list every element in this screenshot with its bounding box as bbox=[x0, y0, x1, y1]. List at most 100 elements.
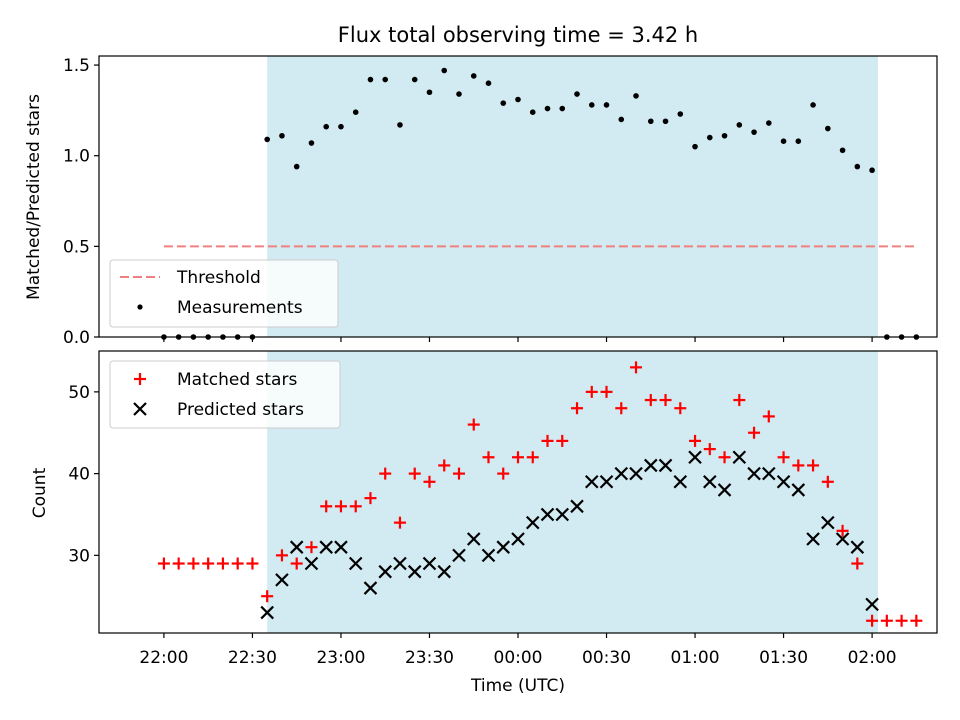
measurement-point bbox=[633, 93, 639, 99]
bottom-y-ticks: 30 40 50 bbox=[68, 383, 99, 566]
measurement-point bbox=[736, 122, 743, 128]
top-y-tick-label: 1.5 bbox=[63, 56, 90, 76]
x-tick-label: 01:00 bbox=[671, 648, 720, 668]
bottom-observing-window bbox=[267, 351, 878, 633]
predicted-star-point bbox=[525, 515, 540, 530]
predicted-star-point bbox=[466, 532, 481, 546]
legend-threshold-label: Threshold bbox=[176, 268, 261, 288]
matched-star-point bbox=[630, 361, 643, 374]
predicted-star-point bbox=[511, 532, 525, 546]
matched-star-point bbox=[497, 467, 510, 480]
measurement-point bbox=[677, 111, 684, 117]
measurement-point bbox=[559, 105, 566, 112]
matched-star-point bbox=[187, 557, 200, 570]
matched-star-point bbox=[615, 402, 628, 415]
top-y-ticks: 0.0 0.5 1.0 1.5 bbox=[63, 56, 99, 348]
matched-star-point bbox=[866, 614, 879, 627]
predicted-star-point bbox=[791, 483, 806, 497]
matched-star-point bbox=[836, 524, 849, 537]
top-panel: 0.0 0.5 1.0 1.5 Matched/Predicted stars Thr… bbox=[24, 55, 938, 348]
top-legend-box bbox=[109, 259, 339, 328]
measurement-point bbox=[780, 138, 787, 145]
matched-star-point bbox=[290, 557, 303, 570]
measurement-point bbox=[352, 109, 359, 115]
measurement-point bbox=[603, 102, 610, 108]
measurement-point bbox=[338, 123, 344, 130]
predicted-star-point bbox=[806, 532, 820, 546]
measurement-point bbox=[382, 76, 389, 83]
predicted-star-point bbox=[717, 483, 732, 497]
measurement-point bbox=[574, 91, 580, 97]
legend-predicted-label: Predicted stars bbox=[177, 400, 304, 420]
x-tick-label: 22:30 bbox=[228, 648, 277, 668]
predicted-star-point bbox=[540, 507, 555, 522]
matched-star-point bbox=[792, 459, 805, 472]
matched-star-point bbox=[379, 467, 392, 480]
matched-star-point bbox=[320, 500, 333, 513]
predicted-stars-points bbox=[260, 450, 879, 620]
measurement-point bbox=[441, 67, 448, 74]
legend-matched-label: Matched stars bbox=[177, 370, 297, 390]
measurement-point bbox=[279, 132, 285, 139]
measurement-point bbox=[515, 96, 521, 103]
predicted-star-point bbox=[275, 573, 289, 587]
measurement-point bbox=[692, 143, 698, 150]
measurement-point bbox=[721, 132, 728, 139]
top-y-tick-label: 1.0 bbox=[63, 147, 90, 167]
predicted-star-point bbox=[835, 532, 850, 546]
matched-star-point bbox=[305, 541, 318, 554]
legend-matched-swatch bbox=[134, 373, 146, 385]
predicted-star-point bbox=[260, 605, 274, 620]
matched-star-point bbox=[851, 557, 864, 570]
legend-measurements-swatch bbox=[137, 304, 143, 310]
measurement-point bbox=[470, 73, 477, 79]
matched-star-point bbox=[600, 385, 613, 398]
matched-star-point bbox=[482, 451, 495, 464]
measurement-point bbox=[323, 123, 330, 130]
matched-star-point bbox=[452, 467, 465, 480]
measurement-point bbox=[588, 102, 595, 108]
predicted-star-point bbox=[673, 475, 688, 489]
matched-star-point bbox=[275, 549, 288, 562]
measurement-point bbox=[367, 76, 374, 83]
matched-star-point bbox=[438, 459, 451, 472]
predicted-star-point bbox=[555, 507, 570, 522]
matched-star-point bbox=[231, 557, 244, 570]
matched-star-point bbox=[423, 475, 436, 488]
top-x-tick-marks bbox=[163, 337, 873, 342]
matched-stars-points bbox=[157, 361, 923, 627]
measurement-point bbox=[795, 138, 802, 145]
measurement-point bbox=[293, 163, 300, 170]
matched-star-point bbox=[777, 451, 790, 464]
predicted-star-point bbox=[703, 475, 717, 489]
predicted-star-point bbox=[732, 450, 747, 465]
matched-star-point bbox=[585, 385, 598, 398]
matched-star-point bbox=[467, 418, 480, 431]
matched-star-point bbox=[910, 614, 923, 627]
x-axis-label: Time (UTC) bbox=[470, 676, 565, 696]
x-tick-label: 23:30 bbox=[405, 648, 454, 668]
matched-star-point bbox=[157, 557, 170, 570]
matched-star-point bbox=[526, 451, 539, 464]
x-tick-label: 23:00 bbox=[316, 648, 365, 668]
predicted-star-point bbox=[776, 475, 791, 489]
bottom-panel: 30 40 50 22:00 22:30 23:00 23:30 00:00 00:30 01:… bbox=[30, 350, 938, 696]
measurement-point bbox=[529, 109, 536, 115]
predicted-star-point bbox=[452, 548, 466, 563]
x-tick-label: 01:30 bbox=[759, 648, 808, 668]
predicted-star-point bbox=[599, 475, 614, 489]
x-tick-label: 22:00 bbox=[139, 648, 188, 668]
matched-star-point bbox=[733, 394, 746, 407]
matched-star-point bbox=[748, 426, 761, 439]
predicted-star-point bbox=[747, 466, 761, 481]
matched-star-point bbox=[172, 557, 185, 570]
bottom-y-tick-label: 40 bbox=[68, 465, 90, 485]
predicted-star-point bbox=[422, 556, 437, 571]
predicted-star-point bbox=[821, 515, 835, 530]
matched-star-point bbox=[512, 451, 524, 464]
predicted-star-point bbox=[614, 466, 629, 481]
matched-star-point bbox=[895, 614, 908, 627]
top-measurements bbox=[161, 67, 920, 340]
x-tick-label: 00:30 bbox=[582, 648, 631, 668]
